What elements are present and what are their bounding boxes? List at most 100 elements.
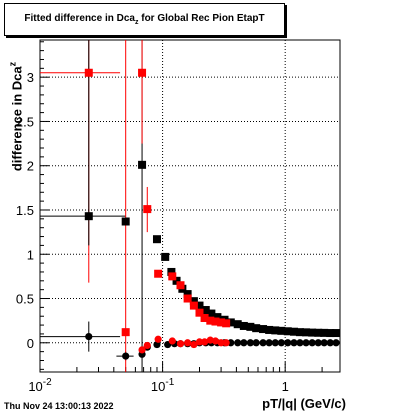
x-tick-label: 10-1 bbox=[151, 377, 175, 394]
data-point-square bbox=[84, 212, 93, 221]
y-axis-label: difference in Dcaz bbox=[8, 37, 25, 197]
y-axis-label-main: difference in Dca bbox=[9, 66, 25, 172]
axes bbox=[39, 39, 341, 373]
data-point-square bbox=[289, 327, 298, 336]
data-point-circle bbox=[122, 352, 130, 360]
data-point-square bbox=[314, 328, 323, 337]
data-point-circle bbox=[271, 339, 279, 347]
data-point-circle bbox=[302, 339, 310, 347]
data-point-square bbox=[233, 320, 242, 329]
data-point-circle bbox=[85, 332, 93, 341]
data-point-circle bbox=[314, 339, 322, 347]
data-point-circle bbox=[240, 339, 248, 347]
data-point-circle bbox=[308, 339, 316, 347]
data-point-square bbox=[222, 319, 231, 328]
data-point-circle bbox=[296, 339, 304, 347]
y-tick-label: 0 bbox=[27, 336, 34, 351]
data-point-circle bbox=[176, 340, 185, 348]
data-point-circle bbox=[138, 346, 146, 354]
data-point-square bbox=[271, 326, 280, 335]
data-point-circle bbox=[277, 339, 285, 347]
data-point-square bbox=[252, 324, 261, 333]
data-point-square bbox=[121, 328, 130, 337]
data-point-square bbox=[226, 318, 235, 327]
data-point-square bbox=[246, 322, 255, 331]
data-point-square bbox=[183, 290, 192, 299]
y-tick-label: 2.5 bbox=[16, 114, 34, 129]
data-point-square bbox=[152, 235, 161, 244]
data-point-circle bbox=[326, 339, 334, 347]
chart-title: Fitted difference in Dcaz for Global Rec… bbox=[5, 13, 284, 26]
data-point-circle bbox=[234, 339, 242, 347]
data-point-square bbox=[161, 252, 170, 261]
data-point-circle bbox=[217, 339, 225, 347]
y-axis-label-subscript: z bbox=[7, 61, 18, 67]
data-point-circle bbox=[252, 339, 260, 347]
data-point-square bbox=[211, 317, 220, 326]
data-point-square bbox=[302, 328, 311, 337]
error-bars bbox=[40, 40, 148, 372]
chart-title-rest: for Global Rec Pion EtapT bbox=[138, 13, 265, 24]
data-point-circle bbox=[200, 338, 209, 346]
data-point-circle bbox=[332, 339, 340, 347]
y-tick-label: 2 bbox=[27, 159, 34, 174]
data-point-square bbox=[295, 328, 304, 337]
data-point-square bbox=[189, 301, 198, 310]
data-point-square bbox=[195, 308, 204, 317]
data-point-square bbox=[283, 327, 292, 336]
y-tick-label: 1 bbox=[27, 247, 34, 262]
data-point-square bbox=[189, 297, 198, 306]
data-point-square bbox=[154, 269, 163, 278]
data-point-square bbox=[183, 294, 192, 303]
data-point-square bbox=[332, 329, 341, 338]
data-point-square bbox=[259, 325, 268, 334]
datestamp: Thu Nov 24 13:00:13 2022 bbox=[4, 401, 114, 411]
chart-title-main: Fitted difference in Dca bbox=[24, 13, 135, 24]
data-point-square bbox=[308, 328, 317, 337]
data-point-square bbox=[200, 313, 209, 322]
data-point-square bbox=[201, 306, 210, 315]
y-tick-label: 3 bbox=[27, 70, 34, 85]
data-point-square bbox=[84, 68, 93, 77]
data-point-square bbox=[167, 267, 176, 276]
data-point-square bbox=[121, 217, 130, 226]
chart-title-box: Fitted difference in Dcaz for Global Rec… bbox=[4, 3, 285, 36]
data-point-circle bbox=[320, 339, 328, 347]
data-point-circle bbox=[190, 340, 198, 349]
data-point-square bbox=[172, 276, 181, 285]
data-point-circle bbox=[168, 337, 176, 345]
y-tick-label: 1.5 bbox=[16, 203, 34, 218]
data-point-square bbox=[326, 329, 335, 338]
data-point-square bbox=[213, 313, 222, 322]
data-point-circle bbox=[284, 339, 292, 347]
data-point-square bbox=[176, 281, 185, 290]
x-tick-label-base: 10 bbox=[28, 379, 42, 394]
data-point-square bbox=[168, 272, 177, 281]
data-markers bbox=[84, 68, 341, 360]
data-point-square bbox=[217, 318, 226, 327]
grid-lines bbox=[39, 40, 340, 372]
data-point-circle bbox=[195, 338, 204, 346]
x-tick-label: 10-2 bbox=[28, 377, 52, 394]
data-point-square bbox=[277, 326, 286, 335]
chart-title-subscript: z bbox=[134, 19, 139, 26]
y-tick-label: 0.5 bbox=[16, 292, 34, 307]
data-point-circle bbox=[246, 339, 254, 347]
data-point-square bbox=[239, 321, 248, 330]
data-point-square bbox=[138, 68, 147, 77]
data-point-circle bbox=[184, 339, 192, 347]
x-tick-label-base: 1 bbox=[282, 379, 289, 394]
data-point-circle bbox=[211, 337, 220, 345]
x-tick-label-exponent: -2 bbox=[43, 377, 52, 388]
x-tick-label-exponent: -1 bbox=[165, 377, 174, 388]
data-point-square bbox=[138, 160, 147, 169]
data-point-square bbox=[320, 328, 329, 337]
data-point-square bbox=[265, 325, 274, 334]
data-point-circle bbox=[265, 339, 273, 347]
data-point-circle bbox=[259, 339, 267, 347]
data-point-circle bbox=[154, 335, 162, 343]
data-point-circle bbox=[290, 339, 298, 347]
data-point-square bbox=[143, 205, 152, 214]
data-point-circle bbox=[222, 339, 230, 347]
